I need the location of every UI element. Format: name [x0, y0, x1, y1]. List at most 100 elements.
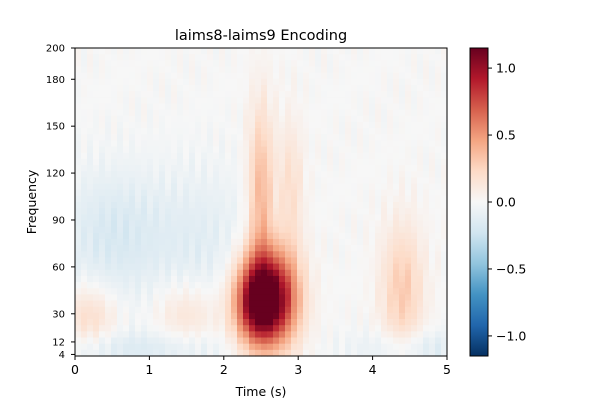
heatmap-cell — [369, 115, 376, 123]
heatmap-cell — [195, 103, 202, 111]
heatmap-cell — [129, 91, 136, 98]
heatmap-cell — [93, 165, 100, 172]
heatmap-cell — [153, 275, 160, 283]
heatmap-cell — [207, 288, 214, 295]
heatmap-cell — [411, 202, 418, 209]
heatmap-cell — [429, 48, 436, 55]
heatmap-cell — [213, 282, 220, 289]
heatmap-cell — [261, 97, 268, 105]
heatmap-cell — [279, 109, 286, 117]
heatmap-cell — [291, 263, 298, 271]
heatmap-cell — [399, 158, 406, 166]
heatmap-cell — [393, 140, 400, 148]
heatmap-cell — [195, 214, 202, 222]
heatmap-cell — [261, 269, 268, 277]
heatmap-cell — [177, 306, 184, 314]
heatmap-cell — [363, 60, 370, 68]
heatmap-cell — [285, 312, 292, 320]
heatmap-cell — [339, 275, 346, 283]
heatmap-cell — [153, 337, 160, 345]
heatmap-cell — [309, 220, 316, 228]
heatmap-cell — [249, 48, 256, 55]
heatmap-cell — [381, 66, 388, 74]
heatmap-cell — [165, 251, 172, 259]
heatmap-cell — [315, 97, 322, 105]
heatmap-cell — [75, 84, 82, 92]
heatmap-cell — [219, 146, 226, 154]
heatmap-cell — [153, 331, 160, 339]
heatmap-cell — [207, 331, 214, 339]
heatmap-cell — [159, 54, 166, 61]
heatmap-cell — [123, 158, 130, 166]
heatmap-cell — [225, 220, 232, 228]
heatmap-cell — [159, 158, 166, 166]
heatmap-cell — [75, 232, 82, 240]
heatmap-cell — [297, 109, 304, 117]
heatmap-cell — [387, 220, 394, 228]
heatmap-cell — [393, 331, 400, 339]
heatmap-cell — [339, 72, 346, 80]
heatmap-cell — [429, 103, 436, 111]
heatmap-cell — [159, 177, 166, 185]
heatmap-cell — [135, 134, 142, 141]
heatmap-cell — [351, 121, 358, 129]
heatmap-cell — [297, 60, 304, 68]
heatmap-cell — [123, 91, 130, 98]
heatmap-cell — [213, 134, 220, 141]
heatmap-cell — [303, 115, 310, 123]
heatmap-cell — [81, 300, 88, 308]
heatmap-cell — [189, 214, 196, 222]
heatmap-cell — [411, 300, 418, 308]
heatmap-cell — [177, 91, 184, 98]
heatmap-cell — [273, 257, 280, 265]
heatmap-cell — [237, 60, 244, 68]
heatmap-cell — [441, 60, 448, 68]
heatmap-cell — [231, 72, 238, 80]
heatmap-cell — [405, 66, 412, 74]
heatmap-cell — [81, 294, 88, 302]
heatmap-cell — [345, 91, 352, 98]
heatmap-cell — [93, 275, 100, 283]
heatmap-cell — [267, 152, 274, 160]
heatmap-cell — [285, 337, 292, 345]
heatmap-cell — [411, 214, 418, 222]
heatmap-cell — [147, 245, 154, 252]
heatmap-cell — [375, 232, 382, 240]
heatmap-cell — [213, 306, 220, 314]
heatmap-cell — [129, 226, 136, 234]
heatmap-cell — [339, 306, 346, 314]
heatmap-cell — [279, 288, 286, 295]
heatmap-cell — [267, 60, 274, 68]
heatmap-cell — [303, 78, 310, 86]
heatmap-cell — [243, 183, 250, 191]
heatmap-cell — [309, 294, 316, 302]
heatmap-cell — [213, 312, 220, 320]
heatmap-cell — [87, 165, 94, 172]
heatmap-cell — [135, 220, 142, 228]
heatmap-cell — [249, 128, 256, 135]
heatmap-cell — [273, 48, 280, 55]
heatmap-cell — [225, 275, 232, 283]
heatmap-cell — [75, 189, 82, 197]
heatmap-cell — [219, 337, 226, 345]
heatmap-cell — [195, 54, 202, 61]
heatmap-cell — [165, 263, 172, 271]
heatmap-cell — [375, 269, 382, 277]
heatmap-cell — [117, 171, 124, 178]
heatmap-cell — [183, 60, 190, 68]
heatmap-cell — [123, 115, 130, 123]
heatmap-cell — [327, 183, 334, 191]
heatmap-cell — [171, 269, 178, 277]
heatmap-cell — [405, 263, 412, 271]
heatmap-cell — [177, 269, 184, 277]
heatmap-cell — [423, 282, 430, 289]
heatmap-cell — [351, 331, 358, 339]
heatmap-cell — [441, 158, 448, 166]
heatmap-cell — [141, 226, 148, 234]
heatmap-cell — [159, 238, 166, 246]
heatmap-cell — [93, 232, 100, 240]
heatmap-cell — [279, 343, 286, 351]
heatmap-cell — [381, 337, 388, 345]
heatmap-cell — [387, 325, 394, 332]
heatmap-cell — [135, 300, 142, 308]
